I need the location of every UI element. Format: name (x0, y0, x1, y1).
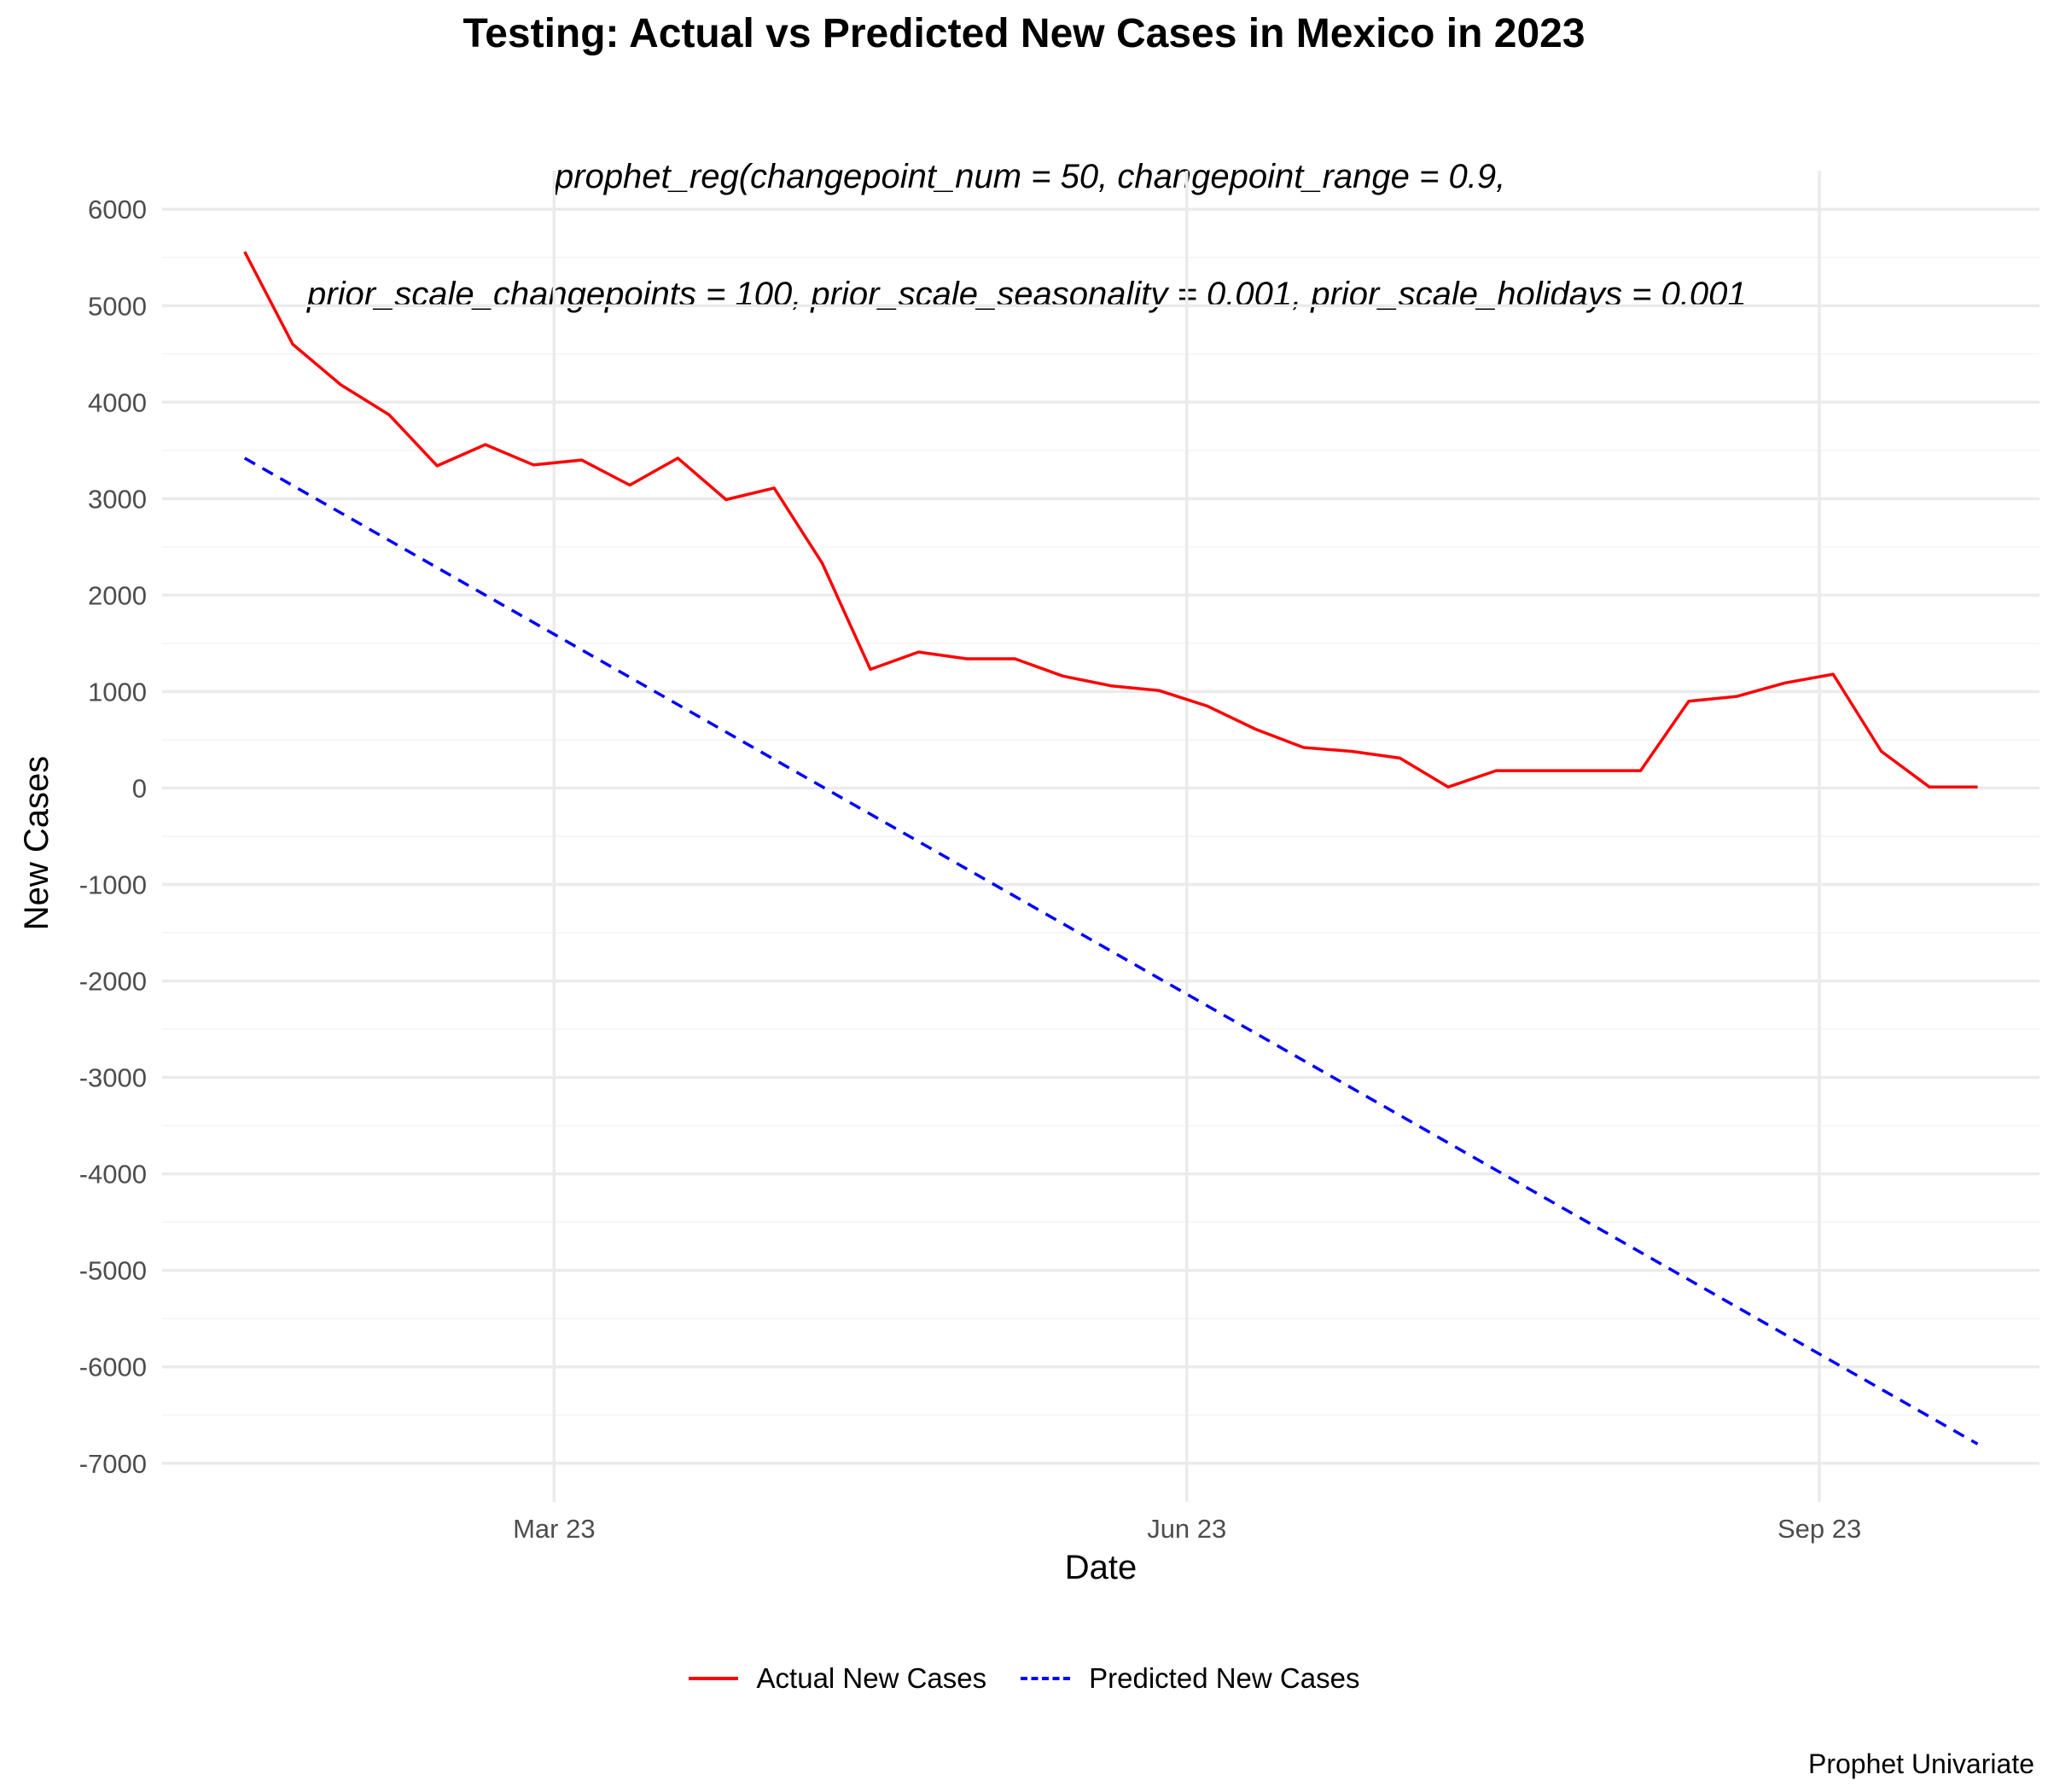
chart-caption: Prophet Univariate (1807, 1748, 2034, 1779)
legend-key-predicted (1021, 1677, 1071, 1680)
y-tick-label: 5000 (88, 291, 147, 321)
y-tick-label: -5000 (79, 1256, 147, 1286)
y-axis-tick-labels: 6000 5000 4000 3000 2000 1000 0 -1000 -2000 -3000… (79, 195, 147, 1479)
y-tick-label: 4000 (88, 387, 147, 417)
y-tick-label: -1000 (79, 870, 147, 900)
legend-label-actual: Actual New Cases (756, 1662, 987, 1694)
legend: Actual New Cases Predicted New Cases (0, 1662, 2048, 1695)
y-tick-label: -4000 (79, 1160, 147, 1190)
y-tick-label: -2000 (79, 967, 147, 997)
y-axis-label: New Cases (18, 756, 55, 931)
x-axis-label: Date (1065, 1549, 1137, 1586)
line-chart: 6000 5000 4000 3000 2000 1000 0 -1000 -2000 -3000… (18, 171, 2039, 1586)
x-tick-label: Jun 23 (1147, 1514, 1226, 1544)
subtitle-line-1: prophet_reg(changepoint_num = 50, change… (555, 158, 1506, 195)
x-axis-tick-labels: Mar 23 Jun 23 Sep 23 (513, 1514, 1861, 1544)
series-lines (243, 251, 1979, 1446)
legend-item-actual: Actual New Cases (688, 1662, 987, 1695)
legend-key-actual (688, 1677, 738, 1680)
y-tick-label: 2000 (88, 580, 147, 610)
legend-item-predicted: Predicted New Cases (1021, 1662, 1359, 1695)
y-tick-label: -6000 (79, 1353, 147, 1382)
grid-lines (162, 171, 2039, 1502)
y-tick-label: 3000 (88, 484, 147, 514)
y-tick-label: 1000 (88, 677, 147, 707)
legend-label-predicted: Predicted New Cases (1089, 1662, 1360, 1694)
y-tick-label: 6000 (88, 195, 147, 224)
y-tick-label: 0 (132, 773, 147, 803)
x-tick-label: Mar 23 (513, 1514, 595, 1544)
y-tick-label: -3000 (79, 1063, 147, 1093)
x-tick-label: Sep 23 (1777, 1514, 1861, 1544)
series-line-actual (243, 251, 1978, 789)
y-tick-label: -7000 (79, 1449, 147, 1479)
series-line-predicted (243, 457, 1979, 1446)
chart-title: Testing: Actual vs Predicted New Cases i… (463, 11, 1585, 56)
